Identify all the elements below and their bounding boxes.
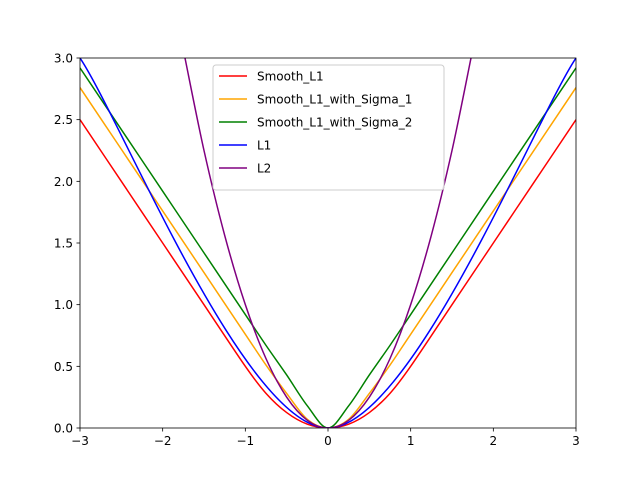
y-tick-label: 0.5 [54, 360, 73, 374]
series-layer [80, 58, 576, 428]
y-tick-label: 1.0 [54, 298, 73, 312]
x-tick-label: 3 [572, 434, 580, 448]
x-tick-label: −2 [154, 434, 172, 448]
x-tick-label: 1 [407, 434, 415, 448]
legend-label: Smooth_L1_with_Sigma_1 [257, 93, 412, 107]
series-line-l1 [80, 58, 576, 428]
legend-label: Smooth_L1 [257, 70, 324, 84]
y-tick-label: 2.5 [54, 113, 73, 127]
series-line-smooth-l1 [80, 119, 576, 428]
series-line-smooth-l1-with-sigma-2 [80, 67, 576, 428]
x-tick-label: −3 [71, 434, 89, 448]
legend-label: Smooth_L1_with_Sigma_2 [257, 116, 412, 130]
legend-label: L2 [257, 162, 271, 176]
legend-box [212, 64, 445, 191]
series-line-l2 [184, 58, 472, 428]
y-tick-label: 0.0 [54, 422, 73, 436]
legend: Smooth_L1 Smooth_L1_with_Sigma_1 Smooth_L1… [212, 64, 445, 191]
legend-label: L1 [257, 139, 271, 153]
x-tick-label: −1 [236, 434, 254, 448]
y-tick-label: 3.0 [54, 52, 73, 66]
axes-layer: −3 −2 −1 0 1 2 3 0.0 0.5 1.0 1.5 2.0 2.5 3.0 [54, 52, 580, 449]
y-tick-label: 2.0 [54, 175, 73, 189]
x-tick-label: 2 [490, 434, 498, 448]
x-tick-label: 0 [324, 434, 332, 448]
y-tick-label: 1.5 [54, 237, 73, 251]
series-line-smooth-l1-with-sigma-1 [80, 87, 576, 428]
